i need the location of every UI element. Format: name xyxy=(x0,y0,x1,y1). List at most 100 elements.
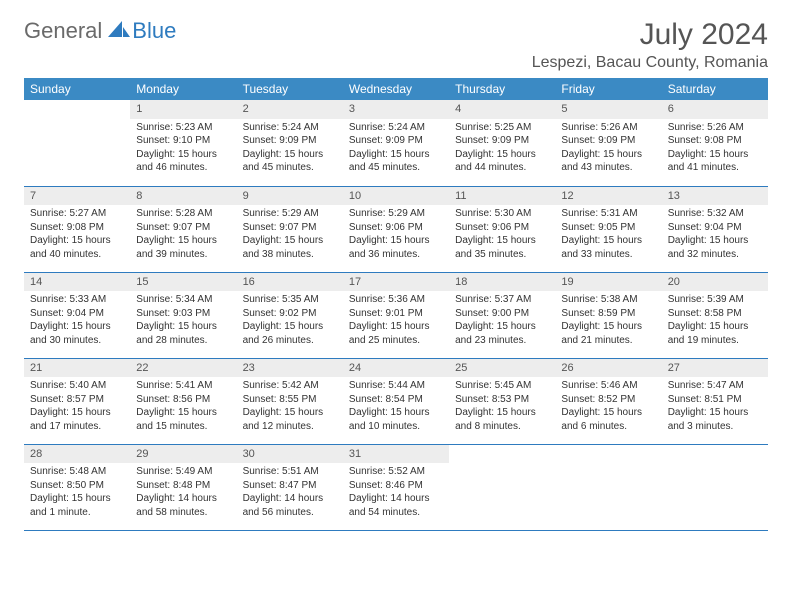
day-body: Sunrise: 5:23 AMSunset: 9:10 PMDaylight:… xyxy=(130,119,236,179)
sunrise-text: Sunrise: 5:52 AM xyxy=(349,465,443,479)
sunrise-text: Sunrise: 5:27 AM xyxy=(30,207,124,221)
day-number: 1 xyxy=(130,100,236,119)
calendar-day-cell: 12Sunrise: 5:31 AMSunset: 9:05 PMDayligh… xyxy=(555,186,661,272)
logo: General Blue xyxy=(24,18,176,44)
sunrise-text: Sunrise: 5:26 AM xyxy=(561,121,655,135)
location: Lespezi, Bacau County, Romania xyxy=(532,54,768,72)
calendar-day-cell: 13Sunrise: 5:32 AMSunset: 9:04 PMDayligh… xyxy=(662,186,768,272)
sunset-text: Sunset: 8:59 PM xyxy=(561,307,655,321)
sunset-text: Sunset: 9:06 PM xyxy=(455,221,549,235)
daylight-text: Daylight: 15 hours and 10 minutes. xyxy=(349,406,443,433)
sunset-text: Sunset: 9:09 PM xyxy=(455,134,549,148)
sunset-text: Sunset: 9:04 PM xyxy=(668,221,762,235)
sunset-text: Sunset: 9:08 PM xyxy=(30,221,124,235)
calendar-page: General Blue July 2024 Lespezi, Bacau Co… xyxy=(0,0,792,549)
day-body: Sunrise: 5:41 AMSunset: 8:56 PMDaylight:… xyxy=(130,377,236,437)
daylight-text: Daylight: 15 hours and 40 minutes. xyxy=(30,234,124,261)
calendar-week-row: 7Sunrise: 5:27 AMSunset: 9:08 PMDaylight… xyxy=(24,186,768,272)
sunset-text: Sunset: 8:54 PM xyxy=(349,393,443,407)
sunrise-text: Sunrise: 5:38 AM xyxy=(561,293,655,307)
calendar-day-cell: 20Sunrise: 5:39 AMSunset: 8:58 PMDayligh… xyxy=(662,272,768,358)
sunset-text: Sunset: 8:47 PM xyxy=(243,479,337,493)
daylight-text: Daylight: 15 hours and 32 minutes. xyxy=(668,234,762,261)
weekday-header: Thursday xyxy=(449,78,555,100)
day-number: 14 xyxy=(24,273,130,292)
sunset-text: Sunset: 9:07 PM xyxy=(136,221,230,235)
sunset-text: Sunset: 8:50 PM xyxy=(30,479,124,493)
day-body: Sunrise: 5:25 AMSunset: 9:09 PMDaylight:… xyxy=(449,119,555,179)
day-number: 10 xyxy=(343,187,449,206)
calendar-day-cell: 2Sunrise: 5:24 AMSunset: 9:09 PMDaylight… xyxy=(237,100,343,186)
calendar-day-cell: 29Sunrise: 5:49 AMSunset: 8:48 PMDayligh… xyxy=(130,444,236,530)
daylight-text: Daylight: 15 hours and 46 minutes. xyxy=(136,148,230,175)
daylight-text: Daylight: 15 hours and 3 minutes. xyxy=(668,406,762,433)
sunrise-text: Sunrise: 5:29 AM xyxy=(349,207,443,221)
sunset-text: Sunset: 9:07 PM xyxy=(243,221,337,235)
sunrise-text: Sunrise: 5:32 AM xyxy=(668,207,762,221)
daylight-text: Daylight: 15 hours and 17 minutes. xyxy=(30,406,124,433)
calendar-day-cell: 17Sunrise: 5:36 AMSunset: 9:01 PMDayligh… xyxy=(343,272,449,358)
weekday-header: Friday xyxy=(555,78,661,100)
sunrise-text: Sunrise: 5:45 AM xyxy=(455,379,549,393)
calendar-day-cell: 9Sunrise: 5:29 AMSunset: 9:07 PMDaylight… xyxy=(237,186,343,272)
sunset-text: Sunset: 9:06 PM xyxy=(349,221,443,235)
sunrise-text: Sunrise: 5:36 AM xyxy=(349,293,443,307)
day-number: 27 xyxy=(662,359,768,378)
sunrise-text: Sunrise: 5:31 AM xyxy=(561,207,655,221)
calendar-day-cell xyxy=(555,444,661,530)
calendar-day-cell: 15Sunrise: 5:34 AMSunset: 9:03 PMDayligh… xyxy=(130,272,236,358)
day-body: Sunrise: 5:51 AMSunset: 8:47 PMDaylight:… xyxy=(237,463,343,523)
sunrise-text: Sunrise: 5:30 AM xyxy=(455,207,549,221)
sunrise-text: Sunrise: 5:24 AM xyxy=(243,121,337,135)
day-number: 12 xyxy=(555,187,661,206)
calendar-day-cell: 16Sunrise: 5:35 AMSunset: 9:02 PMDayligh… xyxy=(237,272,343,358)
sunset-text: Sunset: 9:09 PM xyxy=(243,134,337,148)
sunset-text: Sunset: 8:52 PM xyxy=(561,393,655,407)
sunset-text: Sunset: 8:56 PM xyxy=(136,393,230,407)
calendar-day-cell: 18Sunrise: 5:37 AMSunset: 9:00 PMDayligh… xyxy=(449,272,555,358)
weekday-header: Monday xyxy=(130,78,236,100)
sunrise-text: Sunrise: 5:24 AM xyxy=(349,121,443,135)
sunrise-text: Sunrise: 5:42 AM xyxy=(243,379,337,393)
header: General Blue July 2024 Lespezi, Bacau Co… xyxy=(24,18,768,72)
calendar-day-cell: 26Sunrise: 5:46 AMSunset: 8:52 PMDayligh… xyxy=(555,358,661,444)
daylight-text: Daylight: 15 hours and 33 minutes. xyxy=(561,234,655,261)
sunrise-text: Sunrise: 5:35 AM xyxy=(243,293,337,307)
sunrise-text: Sunrise: 5:29 AM xyxy=(243,207,337,221)
sunset-text: Sunset: 8:57 PM xyxy=(30,393,124,407)
daylight-text: Daylight: 15 hours and 26 minutes. xyxy=(243,320,337,347)
day-number: 17 xyxy=(343,273,449,292)
calendar-day-cell: 30Sunrise: 5:51 AMSunset: 8:47 PMDayligh… xyxy=(237,444,343,530)
daylight-text: Daylight: 15 hours and 35 minutes. xyxy=(455,234,549,261)
weekday-header: Sunday xyxy=(24,78,130,100)
calendar-day-cell: 28Sunrise: 5:48 AMSunset: 8:50 PMDayligh… xyxy=(24,444,130,530)
day-number: 13 xyxy=(662,187,768,206)
calendar-day-cell: 8Sunrise: 5:28 AMSunset: 9:07 PMDaylight… xyxy=(130,186,236,272)
sunrise-text: Sunrise: 5:47 AM xyxy=(668,379,762,393)
day-body: Sunrise: 5:39 AMSunset: 8:58 PMDaylight:… xyxy=(662,291,768,351)
calendar-day-cell: 31Sunrise: 5:52 AMSunset: 8:46 PMDayligh… xyxy=(343,444,449,530)
sunrise-text: Sunrise: 5:28 AM xyxy=(136,207,230,221)
sunset-text: Sunset: 9:00 PM xyxy=(455,307,549,321)
sunset-text: Sunset: 8:55 PM xyxy=(243,393,337,407)
daylight-text: Daylight: 15 hours and 8 minutes. xyxy=(455,406,549,433)
day-body: Sunrise: 5:47 AMSunset: 8:51 PMDaylight:… xyxy=(662,377,768,437)
sunrise-text: Sunrise: 5:37 AM xyxy=(455,293,549,307)
calendar-week-row: 28Sunrise: 5:48 AMSunset: 8:50 PMDayligh… xyxy=(24,444,768,530)
day-body: Sunrise: 5:46 AMSunset: 8:52 PMDaylight:… xyxy=(555,377,661,437)
calendar-day-cell: 25Sunrise: 5:45 AMSunset: 8:53 PMDayligh… xyxy=(449,358,555,444)
calendar-day-cell xyxy=(449,444,555,530)
day-body: Sunrise: 5:45 AMSunset: 8:53 PMDaylight:… xyxy=(449,377,555,437)
day-number: 16 xyxy=(237,273,343,292)
calendar-day-cell: 23Sunrise: 5:42 AMSunset: 8:55 PMDayligh… xyxy=(237,358,343,444)
calendar-day-cell: 21Sunrise: 5:40 AMSunset: 8:57 PMDayligh… xyxy=(24,358,130,444)
sunset-text: Sunset: 8:46 PM xyxy=(349,479,443,493)
day-body: Sunrise: 5:24 AMSunset: 9:09 PMDaylight:… xyxy=(343,119,449,179)
sunset-text: Sunset: 9:04 PM xyxy=(30,307,124,321)
day-body: Sunrise: 5:34 AMSunset: 9:03 PMDaylight:… xyxy=(130,291,236,351)
sunrise-text: Sunrise: 5:44 AM xyxy=(349,379,443,393)
day-body: Sunrise: 5:48 AMSunset: 8:50 PMDaylight:… xyxy=(24,463,130,523)
day-body: Sunrise: 5:36 AMSunset: 9:01 PMDaylight:… xyxy=(343,291,449,351)
sunset-text: Sunset: 9:03 PM xyxy=(136,307,230,321)
day-number: 8 xyxy=(130,187,236,206)
